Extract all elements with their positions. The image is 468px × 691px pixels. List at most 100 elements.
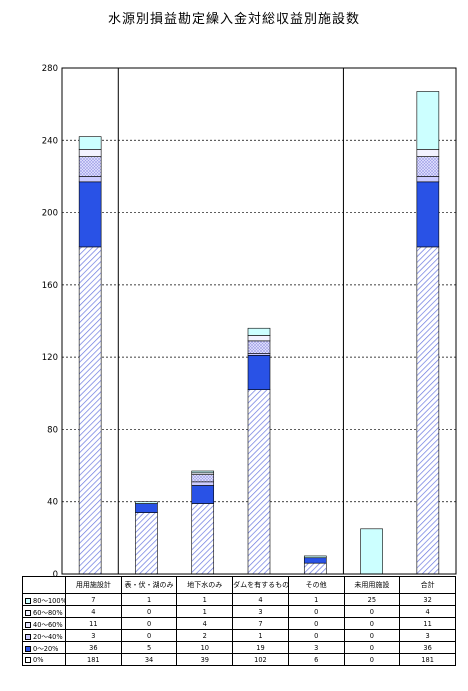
table-row: 40～60% 11 0 4 7 0 0 11 [22,617,456,630]
table-row: 80～100% 7 1 1 4 1 25 32 [22,593,456,606]
legend-swatch [25,621,31,628]
table-cell: 0 [343,629,401,642]
table-cell: 4 [399,605,456,618]
chart-title: 水源別損益勘定繰入金対総収益別施設数 [107,12,360,27]
legend-entry: 40～60% [22,617,66,630]
table-cell: 2 [176,629,234,642]
bar-segment [191,485,215,504]
table-cell: 11 [399,617,456,630]
bar-segment [78,136,102,150]
y-tick-label: 160 [42,281,58,291]
table-corner [22,576,66,594]
table-cell: 0 [343,605,401,618]
table-cell: 3 [65,629,122,642]
y-tick-label: 280 [42,64,58,74]
bar-segment [303,562,327,575]
legend-entry: 60～80% [22,605,66,618]
table-cell: 0 [287,605,345,618]
table-cell: 0 [120,629,178,642]
table-cell: 7 [65,593,122,606]
table-row: 20～40% 3 0 2 1 0 0 3 [22,629,456,642]
legend-label: 0% [33,655,44,664]
table-cell: 0 [120,605,178,618]
bar-segment [360,528,383,575]
legend-entry: 0% [22,653,66,666]
table-cell: 4 [176,617,234,630]
table-cell: 36 [65,641,122,654]
table-row: 60～80% 4 0 1 3 0 0 4 [22,605,456,618]
bar-segment [78,156,102,177]
table-cell: 39 [176,653,234,666]
bar-segment [247,340,271,354]
legend-label: 60～80% [33,608,63,617]
bar-segment [247,389,271,575]
y-tick-label: 80 [47,425,58,435]
bar-segment [416,246,440,575]
bar-segment [416,91,440,150]
table-cell: 1 [176,593,234,606]
bar-segment [135,501,158,504]
table-cell: 1 [232,629,289,642]
legend-swatch [25,656,31,663]
table-cell: 0 [120,617,178,630]
table-row: 0% 181 34 39 102 6 0 181 [22,653,456,666]
bar-segment [247,335,271,342]
table-cell: 181 [65,653,122,666]
table-cell: 3 [232,605,289,618]
table-cell: 5 [120,641,178,654]
bar-segment [191,470,215,474]
table-cell: 34 [120,653,178,666]
table-cell: 4 [232,593,289,606]
table-cell: 11 [65,617,122,630]
category-label: ダムを有するもの [232,576,289,594]
category-label: 未用用施設 [343,576,401,594]
bar-segment [247,327,271,336]
chart-plot: 0 40 80 120 160 200 240 280 [42,64,457,580]
table-cell: 7 [232,617,289,630]
table-cell: 1 [120,593,178,606]
table-cell: 0 [287,629,345,642]
bar-segment [191,503,215,575]
bar-segment [416,181,440,248]
category-label: 地下水のみ [176,576,234,594]
table-cell: 0 [343,617,401,630]
bar-segment [78,181,102,248]
bar-segment [247,355,271,390]
legend-entry: 0～20% [22,641,66,654]
legend-swatch [25,645,31,652]
bar-segment [416,156,440,177]
legend-label: 20～40% [33,632,63,641]
table-cell: 6 [287,653,345,666]
bar-segment [416,149,440,157]
legend-swatch [25,597,31,604]
table-cell: 181 [399,653,456,666]
y-tick-label: 0 [53,570,58,580]
table-cell: 4 [65,605,122,618]
table-cell: 19 [232,641,289,654]
bar-segment [191,474,215,483]
bar-segment [191,481,215,486]
bar-segment [416,176,440,183]
bar-segment [135,512,158,575]
category-label: 合計 [399,576,456,594]
table-cell: 10 [176,641,234,654]
table-cell: 0 [287,617,345,630]
legend-label: 80～100% [33,596,66,605]
table-cell: 0 [343,653,401,666]
legend-label: 0～20% [33,644,59,653]
table-cell: 1 [176,605,234,618]
data-table: 用用施設計 表・伏・湖のみ 地下水のみ ダムを有するもの その他 未用用施設 合計 80～10… [22,576,456,666]
table-cell: 1 [287,593,345,606]
table-cell: 3 [399,629,456,642]
table-cell: 102 [232,653,289,666]
category-label: 用用施設計 [65,576,122,594]
legend-entry: 20～40% [22,629,66,642]
legend-swatch [25,609,31,616]
table-cell: 32 [399,593,456,606]
legend-label: 40～60% [33,620,63,629]
table-cell: 3 [287,641,345,654]
bar-segment [303,557,327,564]
table-row: 0～20% 36 5 10 19 3 0 36 [22,641,456,654]
y-tick-label: 40 [47,498,58,508]
table-cell: 36 [399,641,456,654]
